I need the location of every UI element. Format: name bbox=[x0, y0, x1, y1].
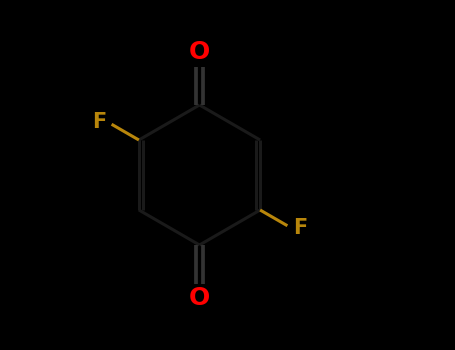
Text: O: O bbox=[189, 286, 210, 310]
Text: F: F bbox=[92, 112, 106, 133]
Text: O: O bbox=[189, 40, 210, 64]
Text: F: F bbox=[293, 217, 307, 238]
